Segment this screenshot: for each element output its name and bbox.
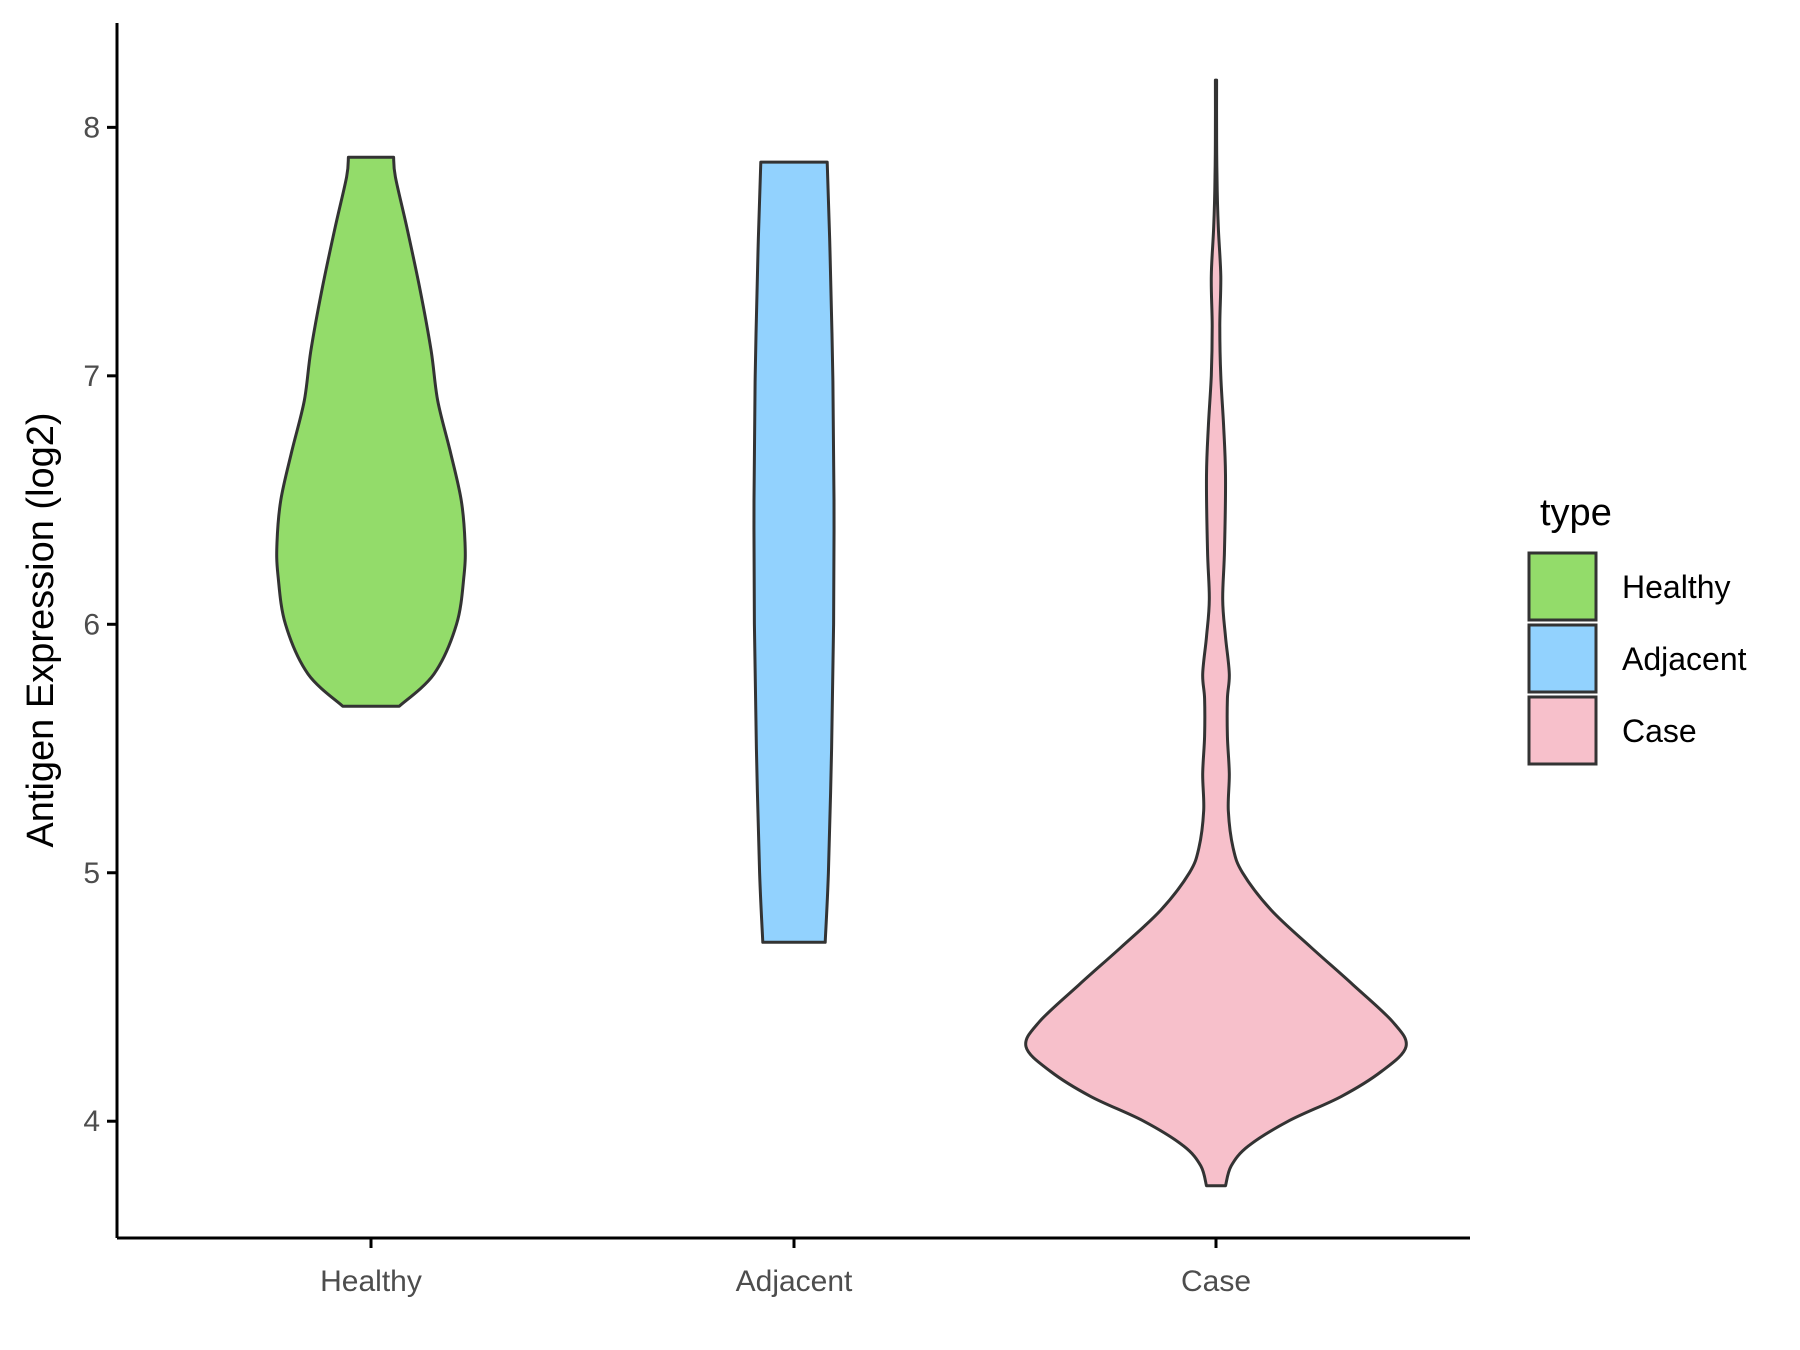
x-tick-label: Adjacent bbox=[736, 1265, 853, 1298]
legend-items: Healthy Adjacent Case bbox=[1527, 551, 1747, 766]
y-tick-label: 4 bbox=[83, 1105, 100, 1138]
x-tick-label: Healthy bbox=[320, 1265, 422, 1298]
y-tick-label: 5 bbox=[83, 857, 100, 890]
legend-label-adjacent: Adjacent bbox=[1622, 641, 1747, 677]
legend-title: type bbox=[1540, 492, 1612, 534]
violin-healthy bbox=[275, 155, 467, 708]
violin-case bbox=[1024, 78, 1408, 1188]
x-ticks: Healthy Adjacent Case bbox=[320, 1238, 1251, 1298]
x-tick-label: Case bbox=[1181, 1265, 1251, 1298]
violin-layer bbox=[275, 78, 1408, 1188]
y-tick-label: 7 bbox=[83, 360, 100, 393]
legend-swatch-case bbox=[1527, 695, 1598, 766]
legend: type Healthy Adjacent Case bbox=[1527, 492, 1747, 766]
legend-swatch-adjacent bbox=[1527, 623, 1598, 694]
legend-swatch-healthy bbox=[1527, 551, 1598, 622]
y-ticks: 4 5 6 7 8 bbox=[83, 111, 117, 1138]
legend-label-case: Case bbox=[1622, 713, 1697, 749]
y-axis-title: Antigen Expression (log2) bbox=[20, 412, 62, 847]
violin-adjacent bbox=[752, 160, 836, 944]
y-tick-label: 6 bbox=[83, 608, 100, 641]
legend-label-healthy: Healthy bbox=[1622, 569, 1731, 605]
y-tick-label: 8 bbox=[83, 111, 100, 144]
